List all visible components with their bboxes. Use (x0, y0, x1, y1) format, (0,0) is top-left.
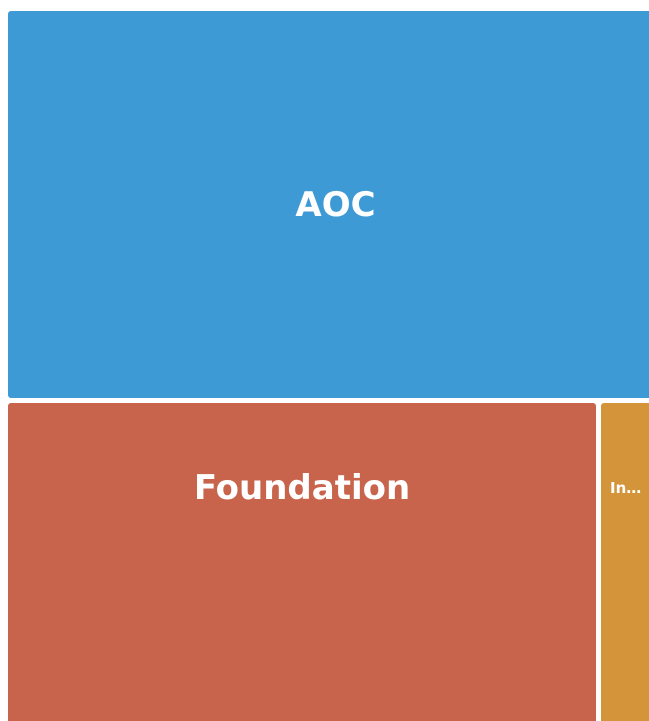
tile-label: Foundation (193, 468, 411, 508)
tile[interactable]: Foundation (8, 403, 596, 721)
tile[interactable]: AOC (8, 11, 649, 398)
tile[interactable]: In… (601, 403, 649, 721)
tile-label: In… (610, 479, 642, 497)
tile-label: AOC (295, 184, 376, 225)
